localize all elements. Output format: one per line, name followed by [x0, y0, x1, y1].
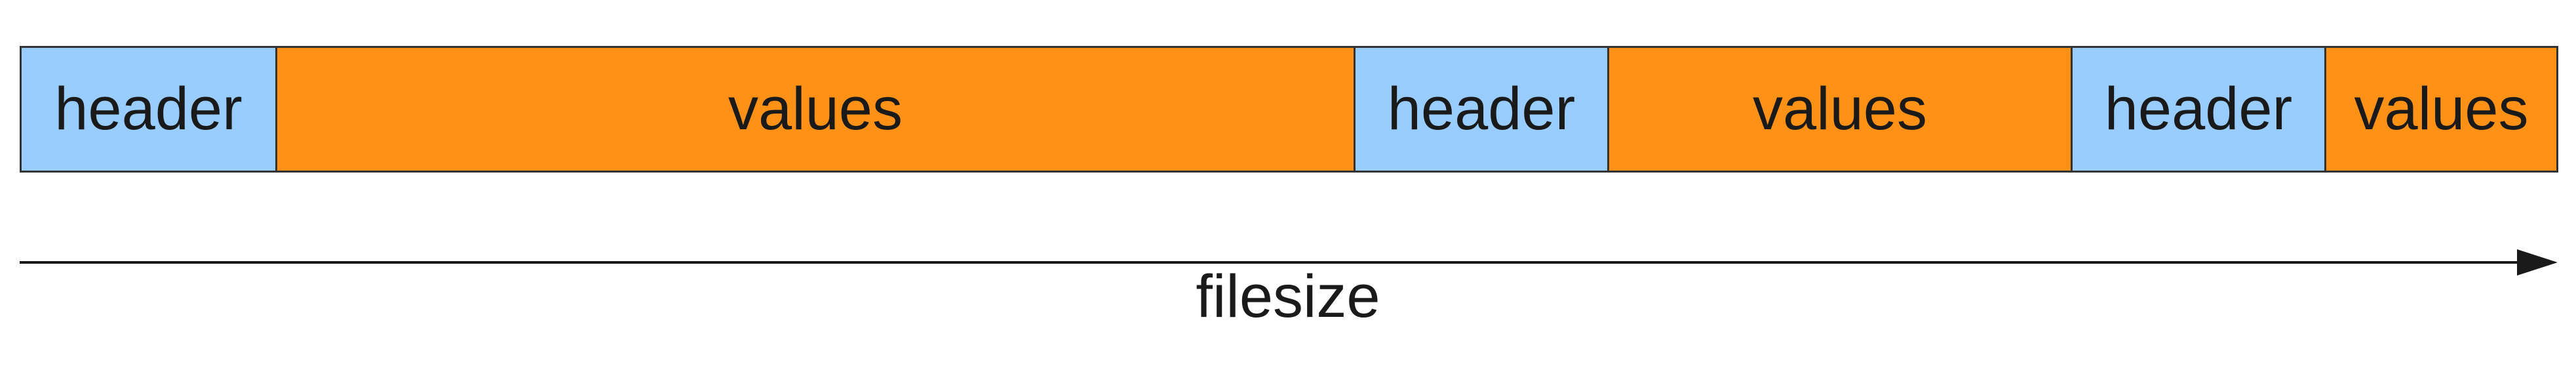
- filesize-axis-arrow: [20, 249, 2558, 276]
- segment-label: header: [54, 75, 243, 142]
- segment-label: values: [728, 75, 903, 142]
- segment-label: header: [1387, 75, 1576, 142]
- segment-values-1: values: [275, 46, 1356, 173]
- segment-label: header: [2104, 75, 2293, 142]
- segment-header-3: header: [2071, 46, 2326, 173]
- segment-header-1: header: [20, 46, 277, 173]
- segment-header-2: header: [1354, 46, 1609, 173]
- axis-label-filesize: filesize: [1196, 263, 1380, 330]
- segment-values-3: values: [2324, 46, 2558, 173]
- segment-label: values: [1753, 75, 1927, 142]
- segment-values-2: values: [1607, 46, 2073, 173]
- segment-label: values: [2354, 75, 2529, 142]
- arrow-head-icon: [2517, 249, 2558, 276]
